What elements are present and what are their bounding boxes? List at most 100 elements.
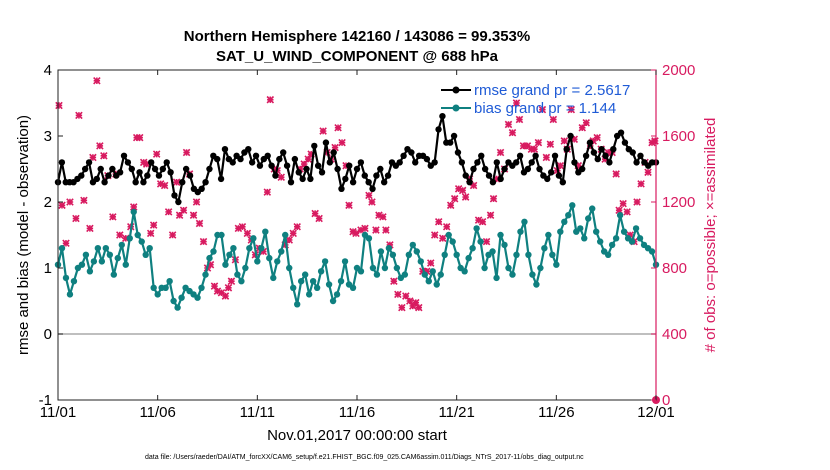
- rmse-point: [617, 129, 625, 136]
- rmse-point: [245, 146, 252, 153]
- rmse-point: [206, 165, 213, 173]
- bias-point: [545, 231, 552, 239]
- rmse-point: [136, 169, 143, 176]
- legend-bias-label: bias grand pr = 1.144: [474, 100, 616, 117]
- bias-point: [505, 264, 512, 272]
- rmse-point: [532, 152, 539, 159]
- rmse-point: [369, 185, 376, 192]
- rmse-point: [357, 159, 365, 166]
- rmse-point: [493, 159, 500, 166]
- bias-point: [636, 235, 644, 242]
- obs-assimilated-marker: [496, 148, 505, 157]
- bias-point: [349, 284, 357, 291]
- bias-point: [210, 248, 217, 255]
- rmse-point: [85, 159, 93, 166]
- rmse-point: [116, 169, 124, 176]
- rmse-point: [567, 132, 574, 140]
- rmse-point: [633, 159, 640, 166]
- rmse-point: [276, 155, 283, 163]
- x-tick-label: 12/01: [637, 404, 675, 421]
- bias-point: [274, 258, 281, 265]
- rmse-point: [101, 179, 108, 186]
- rmse-point: [264, 152, 271, 159]
- rmse-point: [109, 165, 116, 173]
- rmse-point: [547, 169, 555, 176]
- rmse-point: [412, 159, 419, 166]
- x-tick-label: 11/11: [240, 404, 275, 421]
- rmse-point: [155, 172, 163, 179]
- bias-point: [385, 245, 393, 252]
- rmse-point: [97, 165, 104, 173]
- rmse-point: [128, 165, 135, 173]
- rmse-point: [171, 192, 178, 199]
- bias-point: [305, 291, 313, 298]
- bias-point: [525, 251, 532, 258]
- bias-point: [389, 251, 397, 258]
- bias-point: [477, 238, 484, 245]
- obs-assimilated-marker: [438, 234, 447, 243]
- rmse-point: [252, 152, 260, 159]
- chart-subtitle: SAT_U_WIND_COMPONENT @ 688 hPa: [216, 48, 499, 65]
- rmse-point: [361, 172, 368, 179]
- bias-point: [585, 215, 592, 222]
- rmse-point: [365, 179, 372, 186]
- obs-assimilated-marker: [238, 222, 247, 231]
- obs-assimilated-marker: [612, 170, 620, 178]
- obs-assimilated-marker: [58, 201, 66, 210]
- bias-point: [541, 245, 548, 252]
- rmse-point: [586, 139, 594, 146]
- obs-assimilated-marker: [450, 194, 459, 203]
- bias-point: [449, 238, 456, 245]
- rmse-point: [280, 149, 287, 156]
- rmse-point: [563, 146, 570, 153]
- bias-point: [529, 271, 536, 278]
- bias-point: [553, 261, 560, 268]
- bias-point: [620, 228, 628, 235]
- bias-point: [238, 278, 245, 285]
- y2-tick-label: 800: [662, 260, 687, 277]
- axes-layer: 11/01 11/06 11/11 11/16 11/21 11/26 12/01-1012…: [39, 62, 696, 421]
- rmse-point: [58, 159, 66, 166]
- rmse-point: [579, 165, 586, 173]
- bias-point: [94, 245, 102, 252]
- bias-point: [421, 271, 428, 278]
- bias-point: [138, 238, 145, 245]
- obs-assimilated-marker: [530, 145, 539, 153]
- rmse-point: [478, 152, 485, 159]
- obs-assimilated-marker: [62, 239, 70, 248]
- rmse-point: [610, 146, 617, 153]
- rmse-point: [431, 159, 438, 166]
- bias-point: [616, 212, 624, 219]
- bias-point: [58, 245, 66, 252]
- rmse-point: [446, 139, 454, 146]
- bias-point: [106, 251, 114, 258]
- obs-assimilated-marker: [549, 115, 558, 124]
- rmse-point: [373, 172, 380, 179]
- bias-point: [130, 208, 137, 216]
- y-tick-label: 3: [44, 128, 52, 145]
- rmse-point: [221, 146, 229, 153]
- rmse-point: [268, 162, 275, 169]
- rmse-point: [283, 162, 291, 169]
- obs-assimilated-marker: [515, 115, 524, 124]
- rmse-point: [637, 152, 644, 159]
- rmse-point: [338, 185, 345, 192]
- bias-point: [194, 294, 201, 301]
- rmse-point: [501, 165, 508, 173]
- bias-point: [170, 297, 177, 305]
- rmse-point: [334, 165, 341, 173]
- rmse-point: [629, 149, 636, 156]
- rmse-point: [159, 165, 167, 173]
- bias-point: [254, 258, 261, 265]
- obs-assimilated-marker: [86, 224, 94, 233]
- rmse-point: [330, 149, 337, 156]
- obs-assimilated-marker: [315, 214, 323, 223]
- obs-assimilated-marker: [546, 140, 555, 149]
- bias-point: [453, 251, 460, 258]
- bias-point: [465, 254, 472, 262]
- bias-point: [313, 284, 321, 291]
- obs-assimilated-marker: [593, 133, 601, 142]
- bias-point: [509, 271, 516, 278]
- bias-point: [258, 245, 265, 252]
- bias-point: [226, 251, 233, 258]
